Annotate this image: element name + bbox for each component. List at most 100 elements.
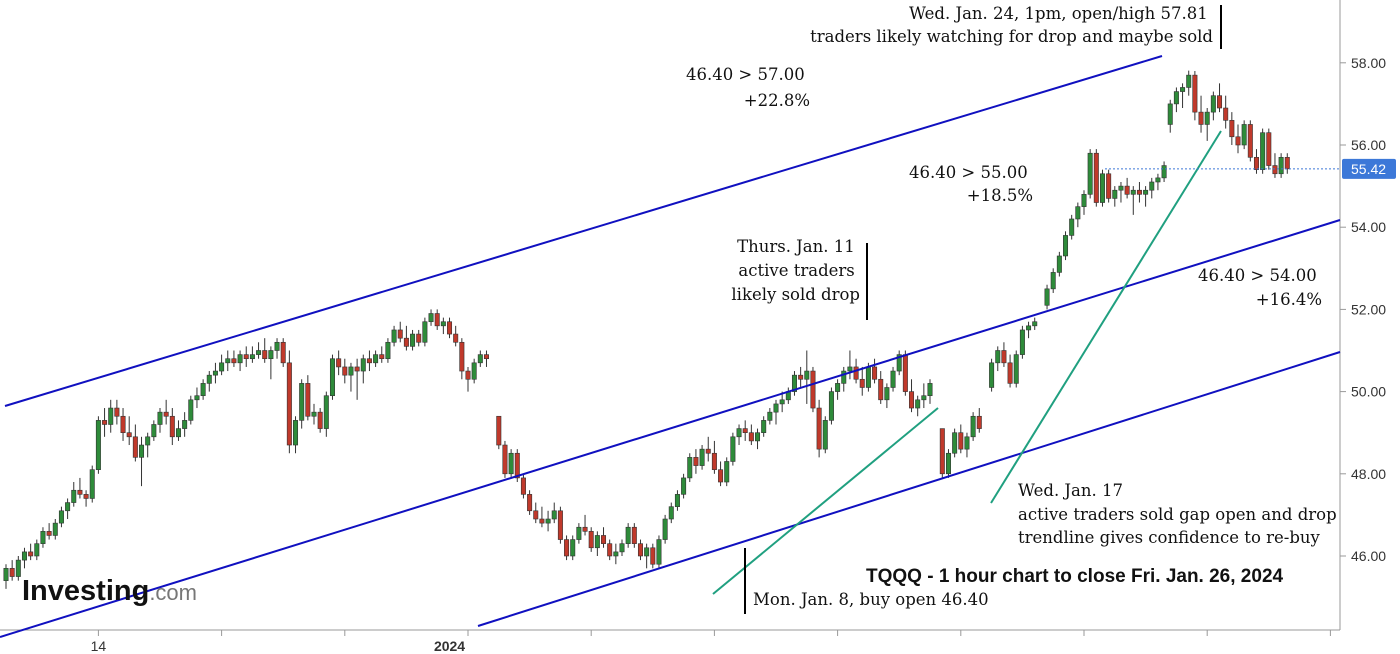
candle: [570, 535, 576, 561]
candle: [816, 399, 822, 458]
candle: [791, 371, 797, 396]
candle: [1186, 70, 1192, 96]
candle: [508, 449, 514, 478]
candle-body: [557, 510, 563, 540]
candle: [958, 424, 964, 454]
candle-body: [693, 457, 699, 466]
candle-body: [896, 354, 902, 372]
candle-body: [1013, 354, 1019, 384]
candle: [496, 415, 502, 450]
annotation-target-54: 46.40 > 54.00 +16.4%: [1198, 266, 1322, 309]
candle-body: [1063, 235, 1069, 257]
logo-brand: Investing: [22, 575, 149, 607]
candle: [200, 379, 206, 400]
candle: [354, 358, 360, 400]
candle: [1019, 325, 1025, 359]
candle-body: [379, 354, 385, 360]
candle: [3, 564, 9, 589]
candle-body: [1272, 165, 1278, 175]
y-tick-label: 54.00: [1351, 219, 1386, 235]
candle-body: [274, 341, 280, 351]
candle-body: [508, 452, 514, 475]
candle-body: [1112, 189, 1118, 199]
candle: [1081, 190, 1087, 215]
candle-body: [687, 457, 693, 479]
candle-body: [1069, 218, 1075, 236]
candle-body: [1284, 157, 1290, 170]
candle-body: [958, 432, 964, 450]
candle: [1284, 153, 1290, 174]
candle-body: [471, 362, 477, 380]
candle-body: [237, 354, 243, 364]
candle: [527, 490, 533, 515]
candle: [637, 539, 643, 561]
candle: [668, 502, 674, 524]
candle-body: [613, 551, 619, 557]
candle-body: [52, 522, 58, 536]
candle: [323, 391, 329, 437]
candle: [1180, 83, 1186, 109]
candle: [194, 387, 200, 409]
candle-body: [385, 341, 391, 360]
candle-body: [1229, 120, 1235, 138]
candle-body: [1026, 325, 1032, 331]
candle: [1118, 181, 1124, 203]
candle-body: [798, 374, 804, 380]
candle-body: [533, 510, 539, 520]
candle-body: [65, 502, 71, 512]
x-tick-label: 2024: [434, 638, 465, 654]
candle-body: [366, 358, 372, 364]
candle-body: [1019, 329, 1025, 355]
candle-body: [453, 333, 459, 343]
candle-body: [286, 362, 292, 446]
candle: [151, 420, 157, 441]
annotation-line: active traders sold gap open and drop: [1018, 505, 1337, 524]
trendline-jan8: [712, 407, 939, 595]
candle-body: [761, 420, 767, 433]
candle-body: [804, 370, 810, 380]
candle-body: [945, 452, 951, 475]
candle-body: [120, 415, 126, 434]
chart-title: TQQQ - 1 hour chart to close Fri. Jan. 2…: [866, 566, 1284, 587]
candle-body: [1161, 165, 1167, 179]
candle-body: [373, 354, 379, 364]
candle-body: [878, 378, 884, 401]
candle: [440, 317, 446, 335]
candle: [1087, 149, 1093, 199]
candle-body: [1173, 91, 1179, 105]
candle-body: [588, 531, 594, 549]
candle: [132, 424, 138, 462]
candle-body: [989, 362, 995, 388]
y-axis-ticks: 46.00 48.00 50.00 52.00 54.00 56.00 58.00: [1340, 55, 1386, 564]
logo-wordmark: Investing.com: [22, 575, 197, 607]
candle: [1056, 251, 1062, 277]
candle-body: [514, 452, 520, 479]
investing-logo: Investing.com: [22, 575, 197, 607]
candle: [742, 420, 748, 441]
candle: [576, 523, 582, 544]
candle: [52, 519, 58, 540]
candle: [1143, 186, 1149, 207]
candle: [674, 490, 680, 511]
candle-body: [847, 366, 853, 372]
candle: [403, 325, 409, 351]
last-price-tag: 55.42: [1105, 158, 1396, 179]
candle: [711, 440, 717, 474]
y-tick-label: 56.00: [1351, 137, 1386, 153]
trendline-jan17: [990, 130, 1222, 504]
candle-body: [909, 391, 915, 409]
candle-body: [755, 432, 761, 442]
candle-body: [40, 531, 46, 544]
candle: [225, 350, 231, 372]
candle-body: [502, 444, 508, 475]
candle: [299, 379, 305, 429]
candle-body: [601, 535, 607, 544]
candle: [391, 325, 397, 347]
candle-body: [336, 358, 342, 368]
candle-body: [34, 543, 40, 557]
candle: [1198, 95, 1204, 133]
candle-body: [1099, 173, 1105, 203]
candle: [1247, 120, 1253, 162]
candle: [385, 338, 391, 363]
